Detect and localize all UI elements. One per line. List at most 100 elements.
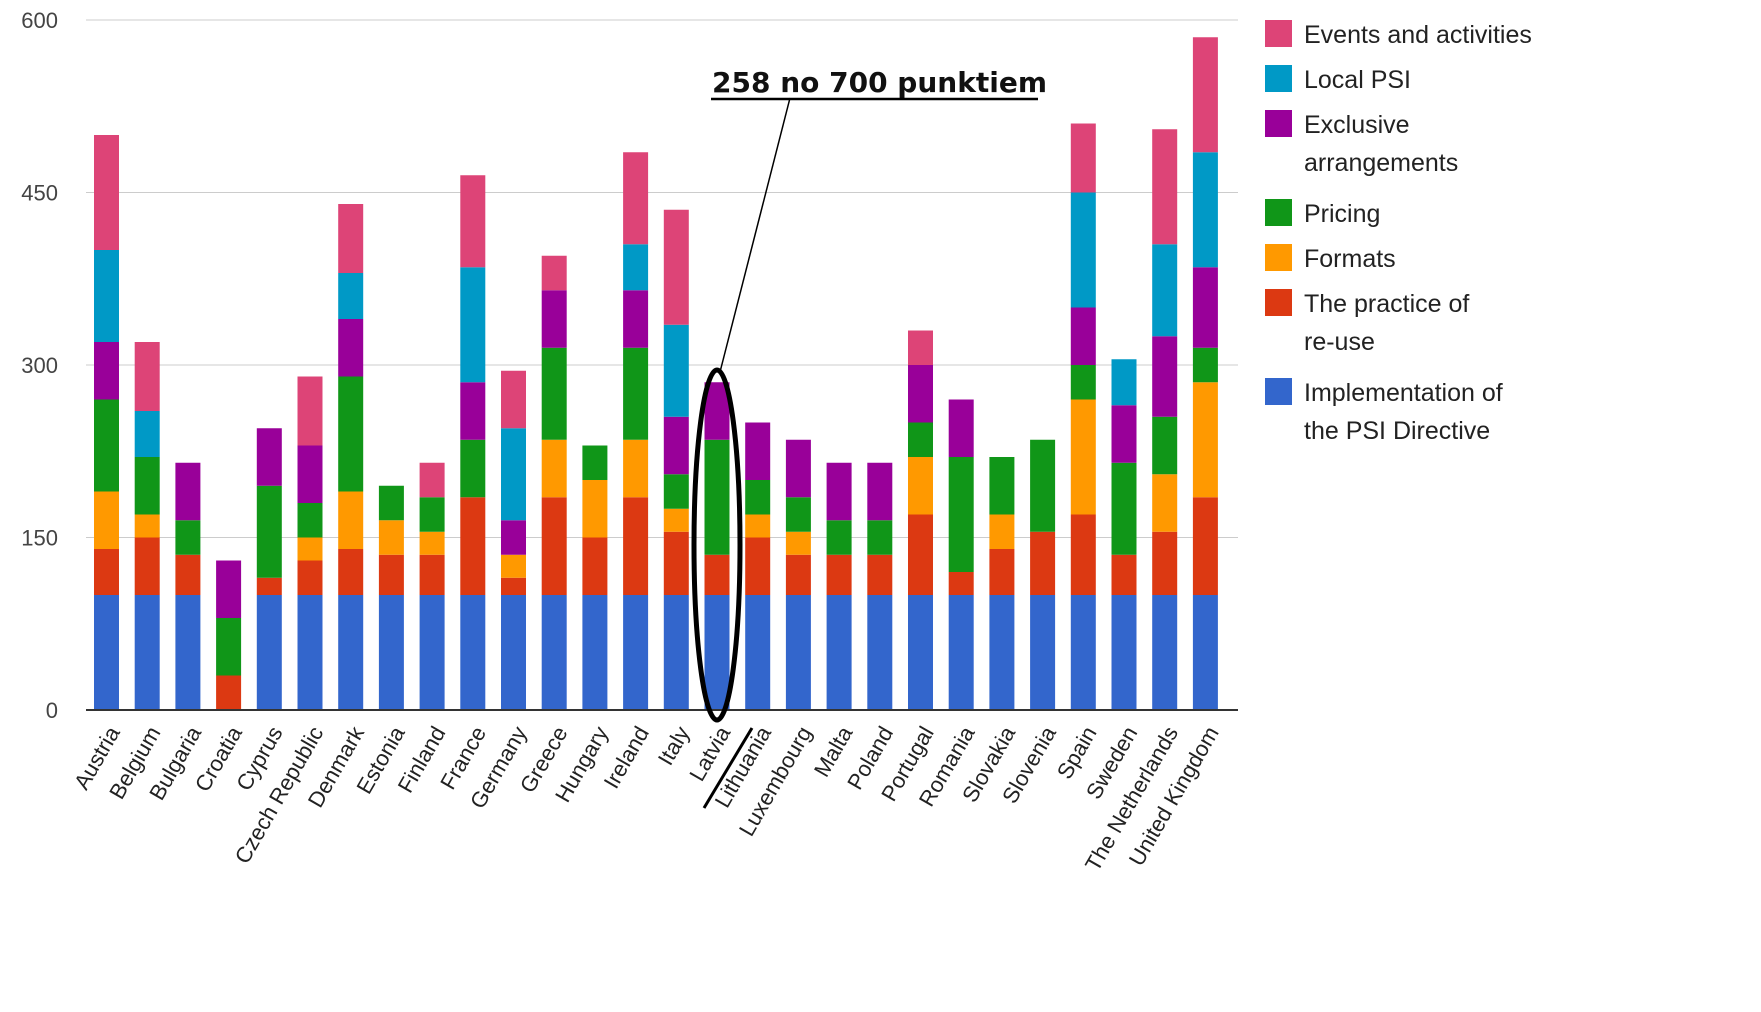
bar-segment-greece-3 xyxy=(541,347,567,440)
bar-segment-austria-0 xyxy=(94,595,119,710)
bar-segment-latvia-0 xyxy=(704,595,730,710)
bar-segment-ireland-3 xyxy=(623,347,649,440)
bar-segment-spain-1 xyxy=(1070,514,1096,595)
bar-segment-lithuania-2 xyxy=(745,514,771,538)
bar-segment-austria-1 xyxy=(94,549,119,595)
bar-segment-denmark-5 xyxy=(338,273,364,319)
bar-segment-hungary-3 xyxy=(582,445,608,480)
bar-segment-finland-2 xyxy=(419,531,445,555)
annotation-strike-line xyxy=(702,727,754,809)
bar-segment-latvia-4 xyxy=(704,382,730,440)
legend-swatch xyxy=(1265,65,1292,92)
bar-segment-romania-4 xyxy=(948,399,974,457)
bar-segment-france-1 xyxy=(460,497,486,595)
y-tick-label: 0 xyxy=(46,698,58,723)
bar-segment-italy-1 xyxy=(663,531,689,595)
annotation-ellipse xyxy=(691,367,743,723)
bar-segment-luxembourg-4 xyxy=(785,439,811,498)
bar-segment-belgium-5 xyxy=(134,411,160,457)
bar-segment-luxembourg-0 xyxy=(785,595,811,710)
bar-segment-bulgaria-3 xyxy=(175,520,201,555)
bar-segment-slovakia-1 xyxy=(989,549,1015,595)
y-tick-label: 300 xyxy=(21,353,58,378)
bar-segment-lithuania-3 xyxy=(745,480,771,515)
bar-segment-ireland-2 xyxy=(623,439,649,498)
bar-segment-lithuania-0 xyxy=(745,595,771,710)
bar-segment-croatia-3 xyxy=(216,618,242,676)
bars-layer xyxy=(94,37,1218,710)
bar-segment-malta-1 xyxy=(826,554,852,595)
bar-segment-czech-republic-0 xyxy=(297,595,323,710)
bar-segment-the-netherlands-2 xyxy=(1152,474,1178,532)
bar-segment-greece-2 xyxy=(541,439,567,498)
bar-segment-france-5 xyxy=(460,267,486,383)
bar-segment-germany-0 xyxy=(501,595,526,710)
bar-segment-malta-3 xyxy=(826,520,852,555)
bar-segment-germany-5 xyxy=(501,428,526,521)
bar-segment-latvia-1 xyxy=(704,554,730,595)
bar-segment-italy-3 xyxy=(663,474,689,509)
bar-segment-greece-0 xyxy=(541,595,567,710)
bar-segment-poland-4 xyxy=(867,462,893,521)
bar-segment-poland-0 xyxy=(867,595,893,710)
bar-segment-portugal-0 xyxy=(908,595,933,710)
bar-segment-united-kingdom-2 xyxy=(1192,382,1218,498)
bar-segment-bulgaria-4 xyxy=(175,462,201,521)
bar-segment-germany-2 xyxy=(501,554,526,578)
bar-segment-portugal-4 xyxy=(908,365,933,423)
legend-label: Local PSI xyxy=(1304,66,1411,94)
bar-segment-poland-1 xyxy=(867,554,893,595)
bar-segment-greece-1 xyxy=(541,497,567,595)
legend-swatch xyxy=(1265,199,1292,226)
bar-segment-italy-0 xyxy=(663,595,689,710)
bar-segment-finland-3 xyxy=(419,497,445,532)
bar-segment-portugal-1 xyxy=(908,514,933,595)
bar-segment-austria-2 xyxy=(94,491,119,549)
legend-swatch xyxy=(1265,110,1292,137)
bar-segment-estonia-2 xyxy=(378,520,404,555)
bar-segment-sweden-4 xyxy=(1111,405,1137,463)
bar-segment-cyprus-0 xyxy=(256,595,282,710)
bar-segment-croatia-4 xyxy=(216,560,242,618)
legend-swatch xyxy=(1265,378,1292,405)
bar-segment-lithuania-1 xyxy=(745,537,771,595)
bar-segment-spain-5 xyxy=(1070,192,1096,308)
bar-segment-romania-3 xyxy=(948,457,974,572)
annotation-text: 258 no 700 punktiem xyxy=(712,66,1047,99)
bar-segment-czech-republic-2 xyxy=(297,537,323,561)
bar-segment-luxembourg-1 xyxy=(785,554,811,595)
bar-segment-austria-5 xyxy=(94,250,119,342)
bar-segment-slovakia-2 xyxy=(989,514,1015,549)
legend-label: Implementation of xyxy=(1304,379,1503,407)
bar-segment-italy-2 xyxy=(663,508,689,532)
bar-segment-portugal-3 xyxy=(908,422,933,457)
bar-segment-denmark-6 xyxy=(338,204,364,273)
legend-label: Exclusive xyxy=(1304,111,1410,139)
bar-segment-greece-6 xyxy=(541,255,567,291)
bar-segment-italy-4 xyxy=(663,416,689,475)
bar-segment-lithuania-4 xyxy=(745,422,771,480)
bar-segment-belgium-1 xyxy=(134,537,160,595)
bar-segment-sweden-5 xyxy=(1111,359,1137,406)
bar-segment-finland-0 xyxy=(419,595,445,710)
bar-segment-finland-6 xyxy=(419,462,445,498)
bar-segment-ireland-6 xyxy=(623,152,649,245)
bar-segment-poland-3 xyxy=(867,520,893,555)
bar-segment-ireland-5 xyxy=(623,244,649,291)
legend-label: the PSI Directive xyxy=(1304,417,1490,445)
y-tick-label: 600 xyxy=(21,8,58,33)
bar-segment-spain-6 xyxy=(1070,123,1096,193)
annotation-pointer-line xyxy=(719,97,791,373)
bar-segment-czech-republic-4 xyxy=(297,445,323,503)
bar-segment-hungary-2 xyxy=(582,480,608,538)
bar-segment-czech-republic-3 xyxy=(297,503,323,538)
bar-segment-the-netherlands-5 xyxy=(1152,244,1178,337)
bar-segment-finland-1 xyxy=(419,554,445,595)
bar-segment-portugal-2 xyxy=(908,457,933,515)
bar-segment-austria-6 xyxy=(94,135,119,250)
bar-segment-the-netherlands-4 xyxy=(1152,336,1178,417)
bar-segment-austria-4 xyxy=(94,342,119,400)
bar-segment-portugal-6 xyxy=(908,330,933,365)
